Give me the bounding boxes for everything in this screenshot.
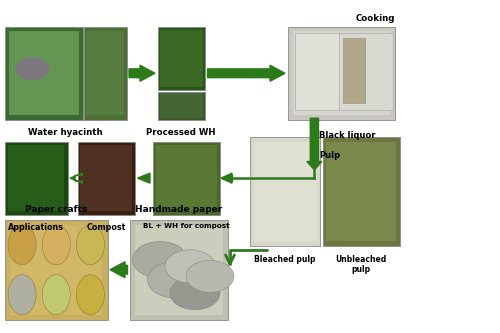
Bar [160, 93, 202, 119]
Bar [160, 30, 202, 87]
Bar [293, 31, 390, 115]
Bar [344, 38, 365, 103]
Bar [8, 145, 64, 211]
Polygon shape [307, 118, 322, 170]
Text: Black liquor: Black liquor [320, 131, 376, 140]
Text: Unbleached
pulp: Unbleached pulp [336, 255, 387, 274]
Ellipse shape [8, 225, 36, 265]
Text: Water hyacinth: Water hyacinth [28, 128, 103, 137]
Circle shape [148, 261, 203, 298]
Polygon shape [208, 65, 285, 81]
Bar [78, 142, 135, 215]
Text: Compost: Compost [86, 223, 126, 232]
Bar [5, 27, 82, 120]
Bar [84, 27, 126, 120]
Bar [135, 225, 222, 315]
Bar [158, 27, 205, 90]
Circle shape [132, 241, 188, 278]
Bar [152, 142, 220, 215]
Text: Handmade paper: Handmade paper [135, 205, 222, 214]
Bar [80, 145, 132, 211]
Circle shape [170, 276, 220, 310]
Text: Pulp: Pulp [320, 151, 340, 160]
Text: BL + WH for compost: BL + WH for compost [143, 223, 230, 229]
Bar [254, 142, 316, 241]
Polygon shape [70, 173, 82, 183]
Text: Paper crafts: Paper crafts [25, 205, 88, 214]
Polygon shape [138, 173, 150, 183]
Bar [339, 33, 393, 110]
Bar [322, 137, 400, 246]
Circle shape [15, 57, 49, 80]
Text: Cooking: Cooking [356, 14, 395, 23]
Ellipse shape [8, 275, 36, 315]
Bar [158, 92, 205, 120]
Bar [156, 145, 216, 211]
Text: Applications: Applications [8, 223, 64, 232]
Polygon shape [129, 65, 155, 81]
Ellipse shape [42, 225, 70, 265]
Polygon shape [221, 173, 232, 183]
Bar [288, 27, 395, 120]
Bar [295, 33, 340, 110]
Polygon shape [110, 262, 128, 278]
Bar [5, 142, 68, 215]
Bar [10, 225, 102, 315]
Ellipse shape [76, 225, 104, 265]
Ellipse shape [76, 275, 104, 315]
Bar [5, 220, 108, 320]
Bar [86, 31, 124, 115]
Bar [9, 31, 78, 115]
Bar [130, 220, 228, 320]
Bar [326, 142, 396, 241]
Circle shape [165, 250, 215, 283]
Ellipse shape [42, 275, 70, 315]
Text: Bleached pulp: Bleached pulp [254, 255, 316, 264]
Bar [250, 137, 320, 246]
Text: Processed WH: Processed WH [146, 128, 216, 137]
Circle shape [186, 260, 234, 292]
